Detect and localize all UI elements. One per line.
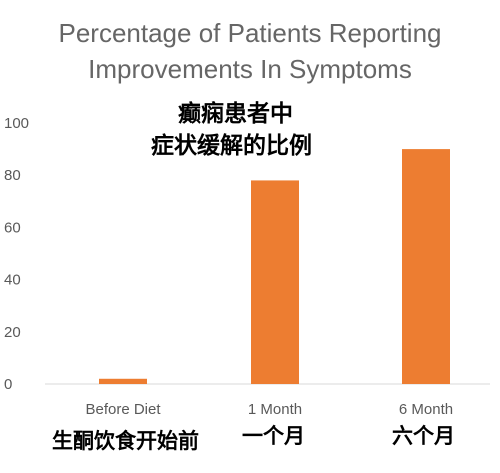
category-label-cn-6-month: 六个月 [392,424,455,448]
chart-title-line-1: Percentage of Patients Reporting [58,18,442,48]
y-tick-label: 40 [4,272,21,289]
y-tick-label: 100 [4,115,29,132]
category-label: 1 Month [248,401,302,418]
chart-subtitle-cn-line-1: 癫痫患者中 [178,101,293,127]
category-label: Before Diet [85,401,161,418]
category-label: 6 Month [399,401,453,418]
chart-subtitle-cn-line-2: 症状缓解的比例 [151,133,312,159]
y-tick-label: 0 [4,376,12,393]
y-tick-label: 20 [4,324,21,341]
y-tick-label: 60 [4,219,21,236]
bar [402,149,450,384]
category-label-cn-before-diet: 生酮饮食开始前 [52,429,199,453]
bar [99,378,147,384]
chart-title-line-2: Improvements In Symptoms [88,54,412,84]
category-label-cn-1-month: 一个月 [242,424,305,448]
bar [251,180,299,384]
y-tick-label: 80 [4,167,21,184]
